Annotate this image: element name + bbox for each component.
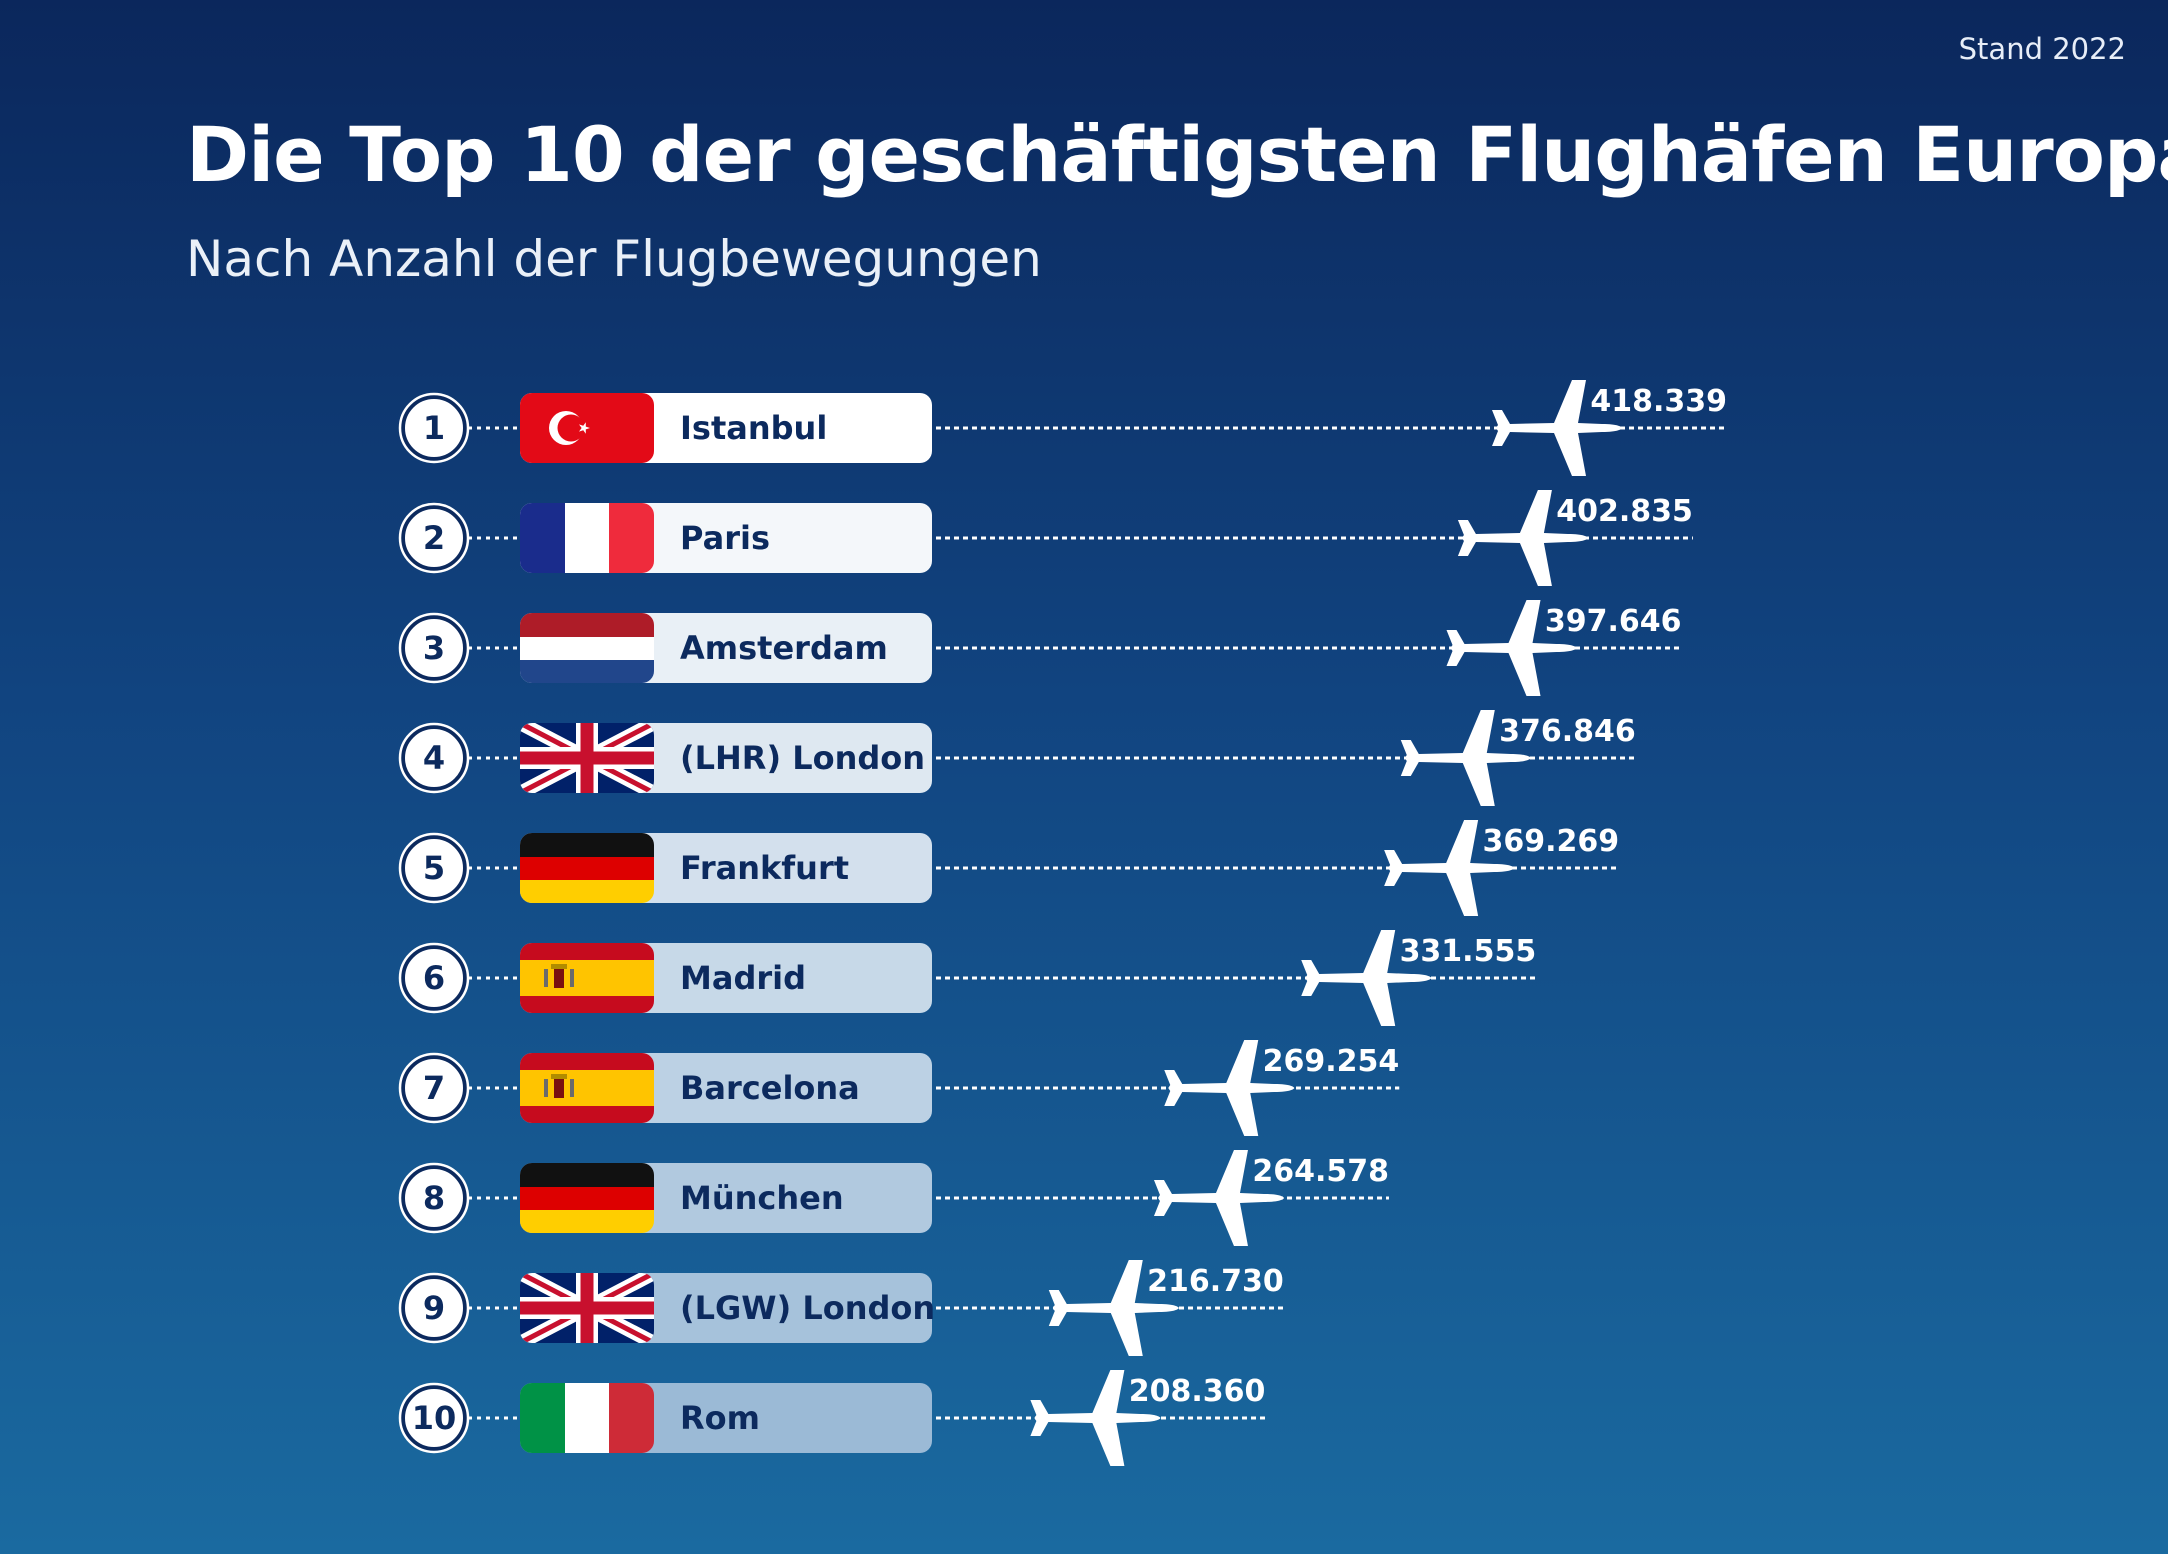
rank-number: 5	[423, 849, 445, 887]
airplane-icon	[1030, 1370, 1161, 1466]
ranking-row: 7 Barcelona 269.254	[398, 1040, 1400, 1136]
turkey-flag	[520, 393, 654, 463]
city-name: Frankfurt	[680, 849, 849, 887]
airplane-icon	[1301, 930, 1432, 1026]
rank-circle-ring	[398, 1382, 470, 1454]
rank-circle-ring	[398, 502, 470, 574]
value-label: 208.360	[1129, 1374, 1266, 1409]
netherlands-flag	[520, 613, 654, 683]
city-name: Istanbul	[680, 409, 827, 447]
ranking-row: 9 (LGW) London 216.730	[398, 1260, 1284, 1356]
value-label: 331.555	[1400, 934, 1537, 969]
page-title: Die Top 10 der geschäftigsten Flughäfen …	[186, 110, 2168, 199]
airplane-icon	[1492, 380, 1622, 476]
value-label: 402.835	[1556, 494, 1693, 529]
france-flag	[520, 503, 654, 573]
city-name: (LGW) London	[680, 1289, 935, 1327]
rank-circle-ring	[398, 1272, 470, 1344]
value-label: 376.846	[1499, 714, 1636, 749]
rank-circle	[401, 505, 467, 571]
city-name: Rom	[680, 1399, 760, 1437]
rank-number: 3	[423, 629, 445, 667]
city-name: München	[680, 1179, 844, 1217]
rank-number: 6	[423, 959, 445, 997]
rank-circle-ring	[398, 392, 470, 464]
rank-circle	[401, 615, 467, 681]
airplane-icon	[1457, 490, 1588, 586]
airplane-icon	[1153, 1150, 1284, 1246]
rank-number: 2	[423, 519, 445, 557]
rank-circle	[401, 1385, 467, 1451]
rank-circle	[401, 395, 467, 461]
ranking-row: 6 Madrid 331.555	[398, 930, 1537, 1026]
rank-circle-ring	[398, 722, 470, 794]
value-label: 216.730	[1147, 1264, 1284, 1299]
value-label: 269.254	[1263, 1044, 1400, 1079]
value-label: 418.339	[1590, 384, 1727, 419]
germany-flag	[520, 833, 654, 903]
rank-number: 10	[412, 1399, 457, 1437]
rank-circle	[401, 725, 467, 791]
ranking-row: 8 München 264.578	[398, 1150, 1389, 1246]
ranking-row: 2 Paris 402.835	[398, 490, 1693, 586]
rank-circle	[401, 1275, 467, 1341]
rank-number: 4	[423, 739, 445, 777]
city-name: Barcelona	[680, 1069, 860, 1107]
rank-circle	[401, 945, 467, 1011]
ranking-row: 10 Rom 208.360	[398, 1370, 1266, 1466]
page-subtitle: Nach Anzahl der Flugbewegungen	[186, 230, 1042, 288]
rank-circle	[401, 1165, 467, 1231]
city-name: (LHR) London	[680, 739, 925, 777]
city-name: Paris	[680, 519, 770, 557]
spain-flag	[520, 943, 654, 1013]
italy-flag	[520, 1383, 654, 1453]
airplane-icon	[1384, 820, 1515, 916]
rank-circle-ring	[398, 1052, 470, 1124]
airplane-icon	[1446, 600, 1577, 696]
stand-date: Stand 2022	[1958, 32, 2126, 66]
germany-flag	[520, 1163, 654, 1233]
rank-circle-ring	[398, 1162, 470, 1234]
ranking-row: 1 Istanbul 418.339	[398, 380, 1727, 476]
rank-circle-ring	[398, 942, 470, 1014]
uk-flag	[520, 1273, 654, 1343]
rank-number: 7	[423, 1069, 445, 1107]
rank-number: 1	[423, 409, 445, 447]
city-name: Amsterdam	[680, 629, 888, 667]
value-label: 369.269	[1482, 824, 1619, 859]
rank-number: 8	[423, 1179, 445, 1217]
rank-circle-ring	[398, 832, 470, 904]
airplane-icon	[1400, 710, 1531, 806]
airplane-icon	[1048, 1260, 1179, 1356]
ranking-row: 3 Amsterdam 397.646	[398, 600, 1682, 696]
ranking-row: 5 Frankfurt 369.269	[398, 820, 1620, 916]
uk-flag	[520, 723, 654, 793]
value-label: 397.646	[1545, 604, 1682, 639]
airplane-icon	[1164, 1040, 1295, 1136]
rank-number: 9	[423, 1289, 445, 1327]
value-label: 264.578	[1252, 1154, 1389, 1189]
rank-circle	[401, 1055, 467, 1121]
ranking-row: 4 (LHR) London 376.846	[398, 710, 1636, 806]
city-name: Madrid	[680, 959, 806, 997]
rank-circle	[401, 835, 467, 901]
spain-flag	[520, 1053, 654, 1123]
rank-circle-ring	[398, 612, 470, 684]
